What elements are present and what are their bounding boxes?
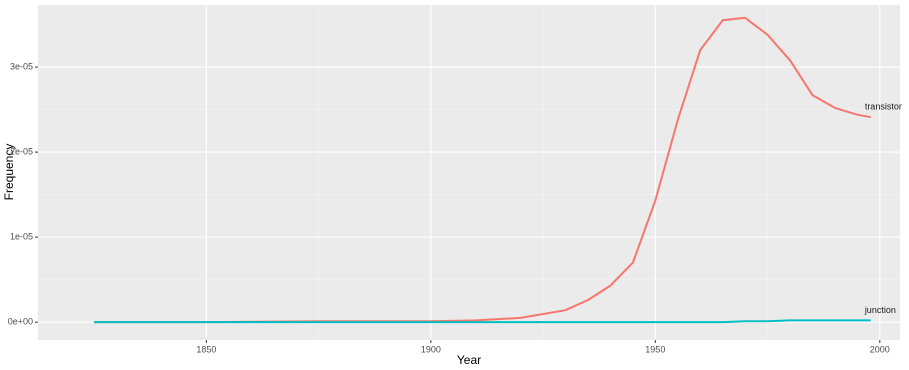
x-tick-label: 2000 — [870, 344, 890, 354]
y-axis-title: Frequency — [2, 144, 16, 201]
x-tick-label: 1950 — [645, 344, 665, 354]
line — [94, 319, 871, 324]
series-label: transistor — [865, 102, 902, 112]
x-tick-label: 1900 — [421, 344, 441, 354]
line — [94, 16, 871, 324]
series-label: junction — [864, 305, 896, 315]
x-axis-title: Year — [457, 353, 481, 367]
x-tick-label: 1850 — [196, 344, 216, 354]
y-tick-label: 1e-05 — [10, 231, 33, 241]
y-tick-label: 2e-05 — [10, 146, 33, 156]
y-tick-label: 0e+00 — [8, 317, 33, 327]
panel — [38, 5, 900, 340]
y-tick-label: 3e-05 — [10, 61, 33, 71]
